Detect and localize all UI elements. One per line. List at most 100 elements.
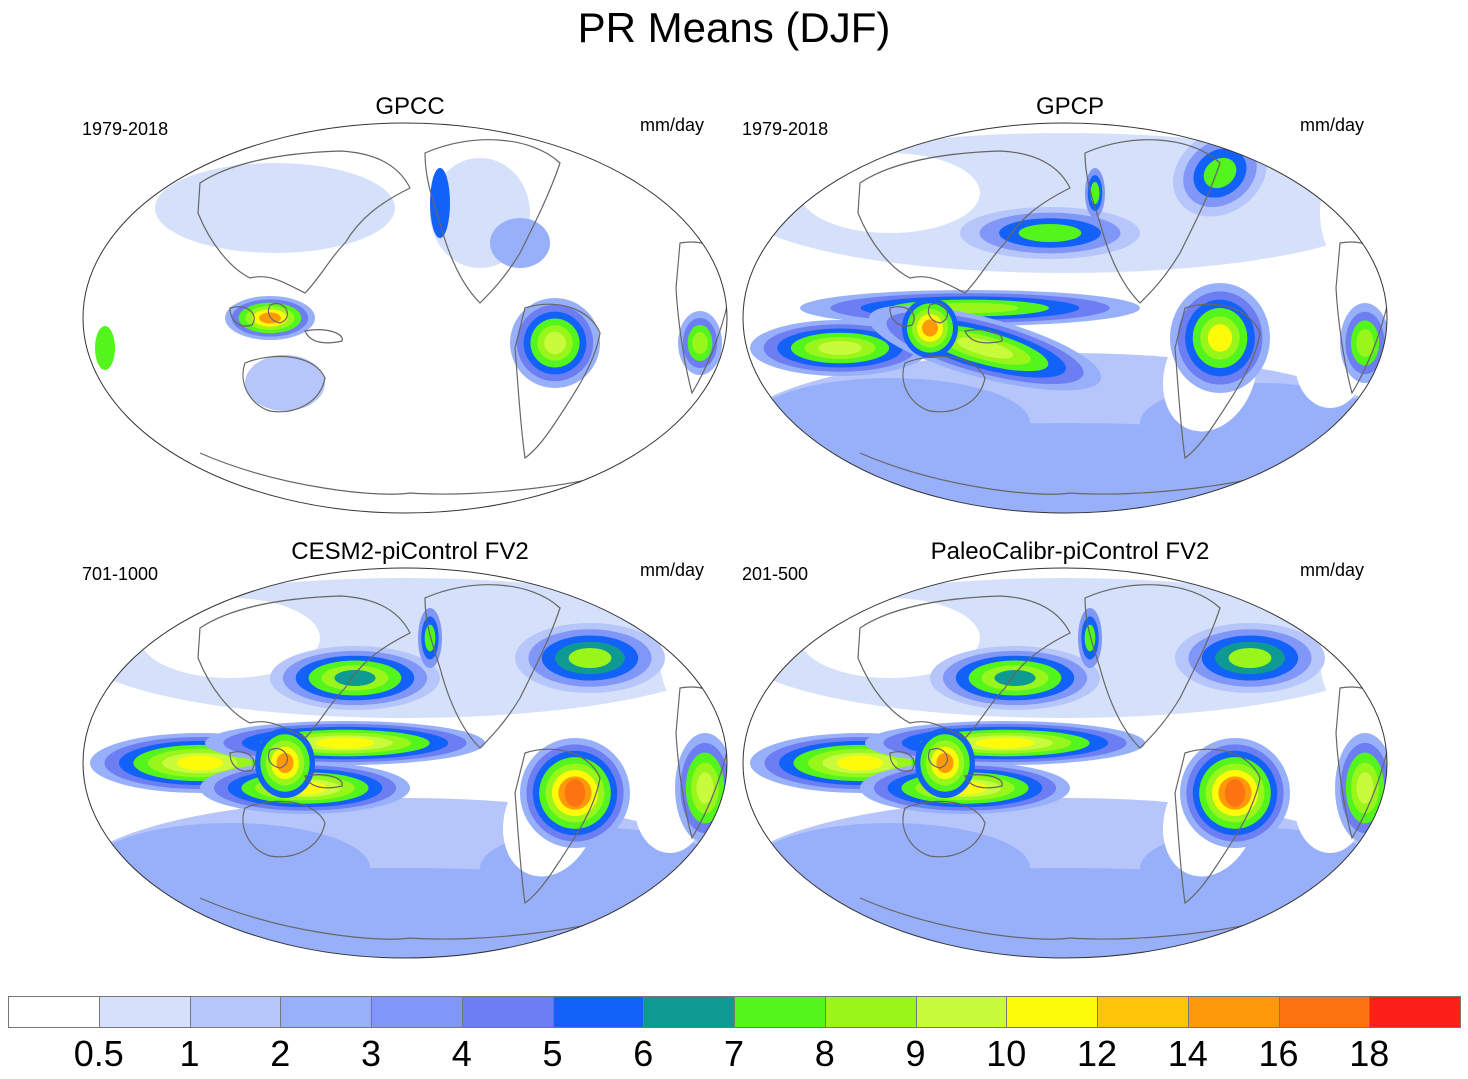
precip-contour bbox=[1207, 324, 1233, 352]
coastline bbox=[197, 595, 411, 739]
colorbar-swatch bbox=[1187, 996, 1280, 1028]
colorbar-swatch bbox=[1369, 996, 1461, 1028]
coastline bbox=[889, 306, 915, 327]
precip-contour bbox=[994, 670, 1036, 686]
coastline bbox=[902, 355, 986, 413]
precip-contour bbox=[334, 670, 376, 686]
precip-contour bbox=[564, 779, 586, 807]
precip-contour bbox=[90, 823, 370, 913]
precip-contour bbox=[696, 772, 714, 804]
coastline bbox=[1084, 584, 1221, 749]
colorbar-swatch bbox=[1097, 996, 1189, 1028]
colorbar-swatch bbox=[280, 996, 372, 1028]
units-label: mm/day bbox=[1299, 115, 1364, 135]
colorbar-tick-label: 10 bbox=[986, 1033, 1027, 1074]
coastline bbox=[964, 329, 1003, 344]
colorbar-swatch bbox=[734, 996, 826, 1028]
colorbar-swatch bbox=[1006, 996, 1098, 1028]
coastline bbox=[229, 751, 255, 772]
colorbar-swatch bbox=[189, 996, 282, 1028]
map-frame bbox=[82, 567, 728, 959]
panel-title: CESM2-piControl FV2 bbox=[291, 538, 529, 565]
panel-title: GPCC bbox=[375, 93, 445, 120]
coastline bbox=[424, 139, 561, 304]
precip-contour bbox=[1090, 181, 1100, 205]
precip-contour bbox=[660, 598, 727, 718]
coastline bbox=[964, 774, 1003, 789]
colorbar-swatch bbox=[98, 996, 191, 1028]
precip-contour bbox=[1224, 779, 1246, 807]
coastline bbox=[857, 595, 1071, 739]
colorbar-tick-label: 2 bbox=[270, 1033, 291, 1074]
colorbar-swatch bbox=[371, 996, 463, 1028]
colorbar-swatch bbox=[461, 996, 554, 1028]
coastline bbox=[857, 150, 1071, 294]
precip-contour bbox=[1018, 223, 1082, 243]
figure-title: PR Means (DJF) bbox=[577, 4, 891, 51]
coastline bbox=[242, 800, 326, 858]
map-frame bbox=[742, 122, 1388, 514]
precip-contour bbox=[259, 312, 281, 324]
coastline bbox=[514, 303, 601, 460]
precip-contour bbox=[750, 378, 1030, 468]
map-background bbox=[83, 123, 727, 513]
panel-paleo: PaleoCalibr-piControl FV2 201-500 mm/day bbox=[740, 538, 1400, 978]
coastline bbox=[304, 774, 343, 789]
precip-contour bbox=[155, 163, 395, 253]
precip-contour bbox=[936, 753, 954, 773]
colorbar-tick-label: 0.5 bbox=[73, 1033, 124, 1074]
precip-contour bbox=[1203, 157, 1237, 189]
colorbar-tick-label: 18 bbox=[1349, 1033, 1390, 1074]
period-label: 701-1000 bbox=[82, 564, 159, 584]
precip-contour bbox=[1356, 329, 1374, 357]
precip-contour bbox=[800, 153, 980, 233]
coastline bbox=[927, 302, 948, 324]
colorbar-tick-label: 5 bbox=[542, 1033, 563, 1074]
coastline bbox=[197, 150, 411, 294]
coastline bbox=[902, 800, 986, 858]
coastline bbox=[229, 306, 255, 327]
colorbar-tick-label: 4 bbox=[451, 1033, 472, 1074]
precip-contour bbox=[490, 218, 550, 268]
panel-gpcc: GPCC 1979-2018 mm/day bbox=[80, 93, 740, 533]
precip-contour bbox=[922, 319, 938, 337]
precip-contour bbox=[245, 355, 325, 411]
colorbar bbox=[8, 996, 1461, 1030]
precip-contour bbox=[1356, 772, 1374, 804]
colorbar-tick-label: 6 bbox=[633, 1033, 654, 1074]
colorbar-tick-label: 12 bbox=[1076, 1033, 1118, 1074]
colorbar-swatch bbox=[552, 996, 645, 1028]
map-frame bbox=[742, 567, 1388, 959]
colorbar-tick-label: 1 bbox=[179, 1033, 200, 1074]
map-paleo bbox=[742, 567, 1388, 959]
precip-contour bbox=[836, 755, 884, 771]
panel-title: PaleoCalibr-piControl FV2 bbox=[930, 538, 1210, 565]
precip-contour bbox=[692, 331, 708, 355]
colorbar-swatch bbox=[643, 996, 735, 1028]
panel-title: GPCP bbox=[1035, 93, 1104, 120]
precip-contour bbox=[95, 326, 115, 370]
panel-cesm2: CESM2-piControl FV2 701-1000 mm/day bbox=[80, 538, 740, 978]
precip-contour bbox=[315, 737, 375, 749]
precip-contour bbox=[956, 337, 1014, 359]
precip-contour bbox=[750, 823, 1030, 913]
coastline bbox=[927, 747, 948, 769]
coastline bbox=[1084, 139, 1221, 304]
map-frame bbox=[82, 122, 728, 514]
precip-contour bbox=[975, 737, 1035, 749]
precip-contour bbox=[1320, 153, 1387, 273]
precip-contour bbox=[276, 753, 294, 773]
colorbar-tick-label: 14 bbox=[1167, 1033, 1208, 1074]
coastline bbox=[242, 355, 326, 413]
precip-contour bbox=[1320, 598, 1387, 718]
coastline bbox=[424, 584, 561, 749]
units-label: mm/day bbox=[639, 115, 704, 135]
colorbar-tick-label: 7 bbox=[723, 1033, 745, 1074]
colorbar-tick-label: 3 bbox=[360, 1033, 382, 1074]
period-label: 1979-2018 bbox=[742, 119, 829, 139]
precip-contour bbox=[430, 168, 450, 238]
coastline bbox=[267, 302, 288, 324]
period-label: 1979-2018 bbox=[82, 119, 169, 139]
coastline bbox=[514, 748, 601, 905]
colorbar-swatch bbox=[824, 996, 917, 1028]
